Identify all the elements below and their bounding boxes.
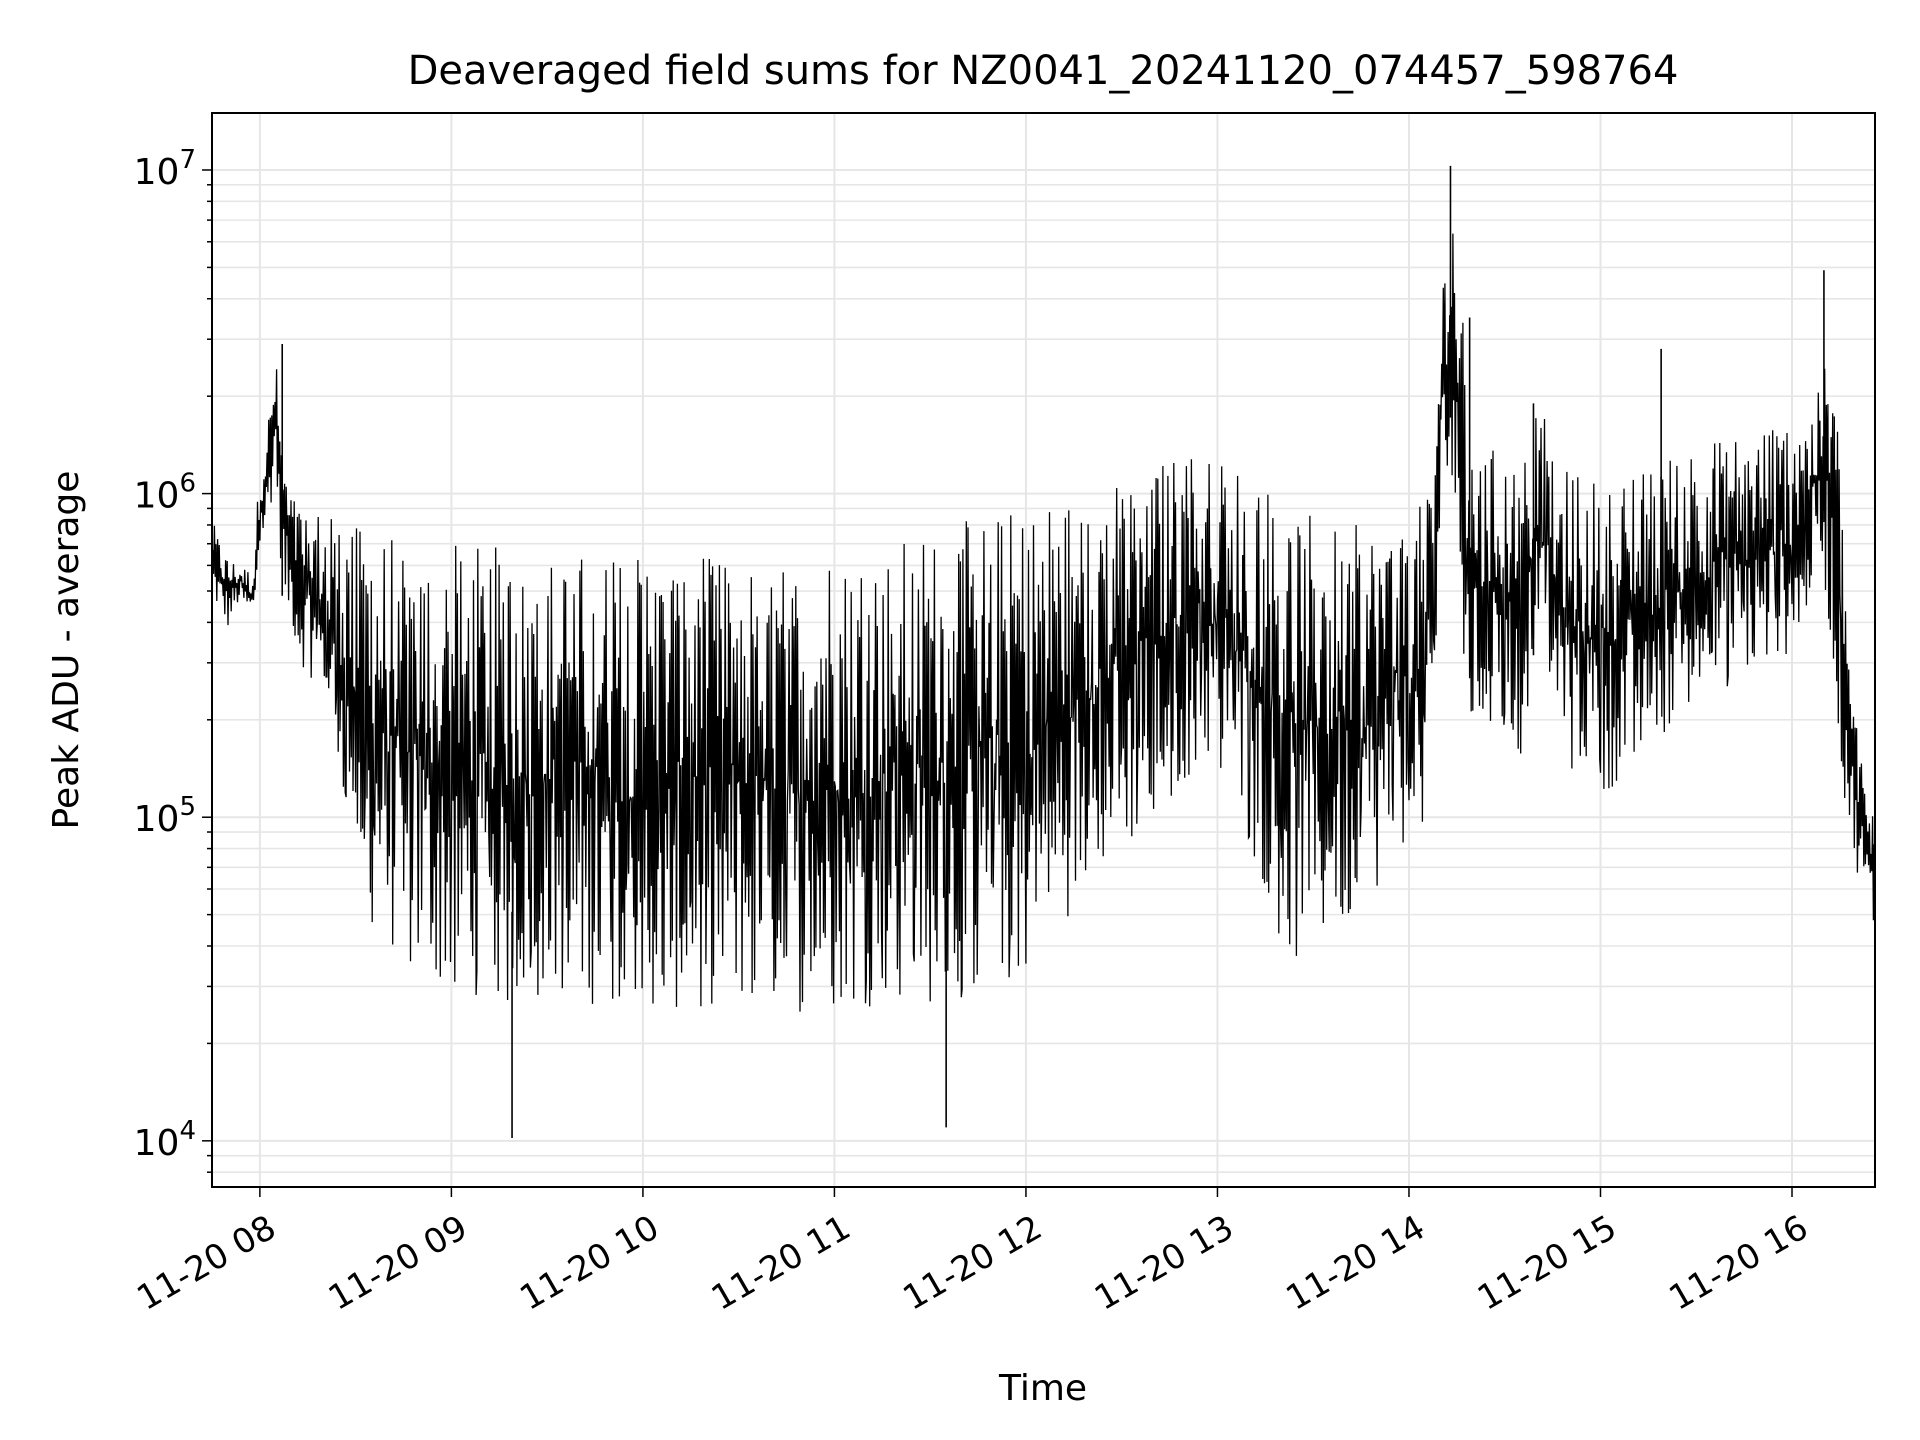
y-tick-label: 106 (134, 469, 196, 517)
y-axis-label: Peak ADU - average (46, 471, 87, 830)
x-axis-label: Time (998, 1368, 1087, 1409)
y-tick-label: 107 (134, 145, 196, 193)
plot-frame (211, 112, 1876, 1188)
y-tick-label: 105 (134, 792, 196, 840)
chart-title: Deaveraged field sums for NZ0041_2024112… (408, 48, 1679, 94)
data-series-line (211, 233, 1875, 1012)
y-tick-label: 104 (134, 1116, 196, 1164)
plot-data (211, 165, 1875, 1139)
